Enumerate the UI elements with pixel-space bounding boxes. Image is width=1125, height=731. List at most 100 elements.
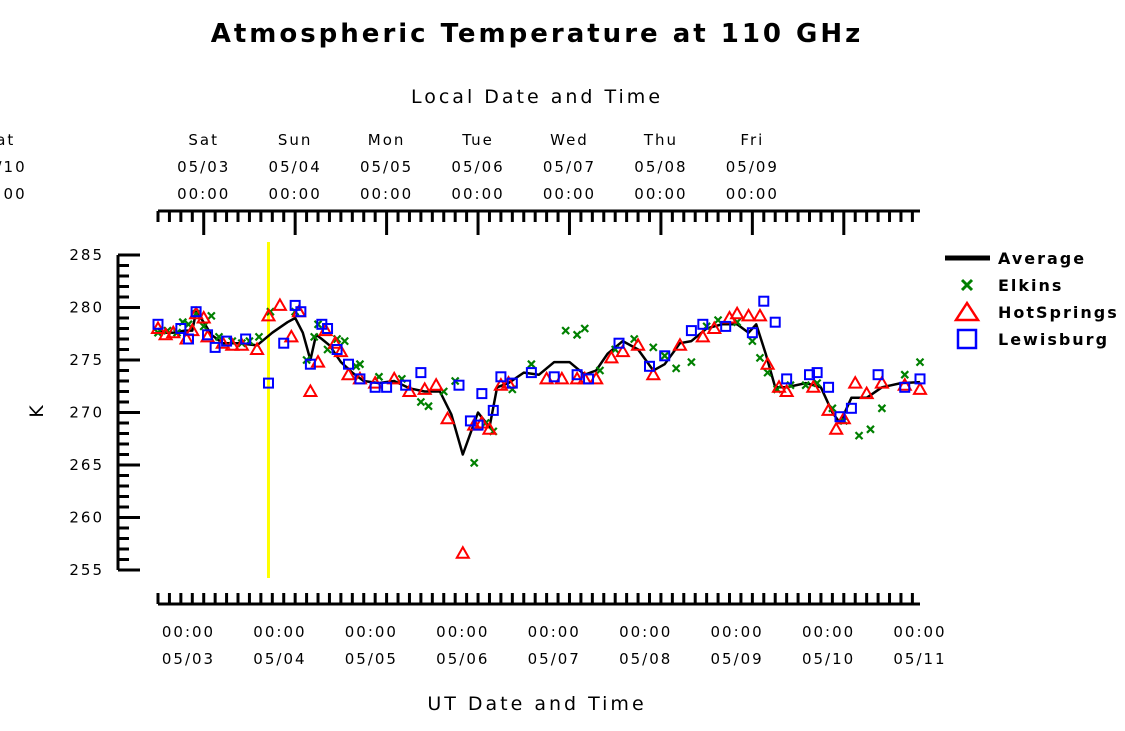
hotsprings-point bbox=[199, 328, 216, 343]
lewisburg-point bbox=[845, 402, 857, 414]
bottom-tick-time-label: 00:00 bbox=[893, 623, 946, 641]
bottom-axis-ticks: 00:00 05/03 00:00 05/04 00:00 05/05 00:00 05/06… bbox=[156, 593, 946, 668]
hotsprings-point bbox=[771, 379, 787, 393]
legend-label: Lewisburg bbox=[998, 330, 1109, 349]
marker-stroke bbox=[629, 334, 639, 344]
marker-stroke bbox=[439, 387, 449, 396]
elkins-point bbox=[748, 336, 757, 346]
hotsprings-point bbox=[603, 349, 620, 364]
lewisburg-point bbox=[914, 373, 926, 385]
marker-stroke bbox=[748, 336, 757, 346]
lewisburg-point bbox=[506, 377, 518, 389]
marker-stroke bbox=[660, 351, 670, 361]
lewisburg-point bbox=[240, 333, 252, 345]
marker-stroke bbox=[572, 330, 582, 340]
marker-stroke bbox=[207, 311, 216, 321]
lewisburg-point bbox=[400, 379, 412, 391]
top-tick-day-label: Tue bbox=[461, 131, 494, 149]
lewisburg-point bbox=[369, 381, 381, 393]
top-tick-date-label: 05/10 bbox=[0, 158, 27, 176]
hotsprings-point bbox=[672, 337, 688, 351]
top-tick-time-label: 00:00 bbox=[451, 185, 504, 203]
marker-stroke bbox=[960, 278, 974, 292]
hotsprings-point bbox=[340, 366, 357, 381]
lewisburg-point bbox=[322, 323, 334, 334]
x-axis-title: UT Date and Time bbox=[427, 693, 646, 715]
bottom-tick-time-label: 00:00 bbox=[345, 623, 398, 641]
marker-stroke bbox=[214, 332, 224, 342]
marker-stroke bbox=[687, 357, 696, 367]
bottom-tick-time-label: 00:00 bbox=[711, 623, 764, 641]
legend-label: HotSprings bbox=[998, 303, 1119, 322]
top-tick-time-label: 00:00 bbox=[177, 185, 230, 203]
top-axis-ticks: Sat 05/03 00:00 Sun 05/04 00:00 Mon 05/05 00:00 T… bbox=[0, 131, 914, 235]
elkins-point bbox=[527, 359, 536, 369]
elkins-point bbox=[469, 458, 479, 468]
lewisburg-point bbox=[720, 320, 732, 332]
hotsprings-point bbox=[401, 383, 418, 397]
bottom-tick-time-label: 00:00 bbox=[802, 623, 855, 641]
lewisburg-point bbox=[415, 367, 427, 379]
y-tick-label: 255 bbox=[69, 561, 104, 579]
hotsprings-point bbox=[706, 320, 722, 334]
bottom-tick-date-label: 05/08 bbox=[619, 650, 672, 668]
lewisburg-point bbox=[872, 369, 884, 381]
elkins-point bbox=[572, 330, 582, 340]
y-tick-label: 285 bbox=[69, 246, 104, 264]
lewisburg-point bbox=[685, 325, 697, 337]
bottom-tick-date-label: 05/04 bbox=[253, 650, 306, 668]
top-tick-day-label: Sat bbox=[0, 131, 15, 149]
elkins-point bbox=[854, 431, 864, 440]
hotsprings-point bbox=[897, 377, 913, 391]
lewisburg-point bbox=[781, 373, 793, 385]
hotsprings-point bbox=[455, 545, 471, 559]
elkins-point bbox=[687, 357, 696, 367]
marker-stroke bbox=[755, 353, 765, 363]
hotsprings-point bbox=[283, 328, 300, 343]
legend-swatch-square bbox=[956, 328, 978, 350]
marker-stroke bbox=[866, 425, 875, 434]
legend: Average Elkins HotSprings Lewisburg bbox=[945, 249, 1119, 350]
marker-stroke bbox=[763, 368, 772, 377]
top-tick-date-label: 05/04 bbox=[269, 158, 322, 176]
hotsprings-point bbox=[195, 309, 212, 324]
top-tick-time-label: 00:00 bbox=[0, 185, 27, 203]
lewisburg-point bbox=[758, 295, 770, 307]
bottom-tick-date-label: 05/07 bbox=[528, 650, 581, 668]
lewisburg-point bbox=[262, 377, 274, 389]
elkins-point bbox=[595, 366, 605, 375]
top-tick-time-label: 00:00 bbox=[360, 185, 413, 203]
hotsprings-point bbox=[188, 305, 204, 320]
hotsprings-point bbox=[234, 337, 250, 351]
hotsprings-point bbox=[615, 343, 631, 358]
lewisburg-point bbox=[175, 323, 187, 334]
elkins-point bbox=[355, 359, 365, 369]
lewisburg-point bbox=[834, 411, 846, 423]
y-tick-label: 275 bbox=[69, 351, 104, 369]
lewisburg-point bbox=[548, 371, 560, 383]
elkins-point bbox=[866, 425, 875, 434]
hotsprings-point bbox=[327, 335, 343, 349]
hotsprings-point bbox=[778, 383, 795, 397]
bottom-tick-date-label: 05/11 bbox=[893, 650, 946, 668]
top-tick-date-label: 05/07 bbox=[543, 158, 596, 176]
legend-swatch-x bbox=[960, 278, 974, 292]
bottom-tick-date-label: 05/10 bbox=[802, 650, 855, 668]
hotsprings-point bbox=[805, 379, 822, 393]
bottom-tick-time-label: 00:00 bbox=[162, 623, 215, 641]
hotsprings-point bbox=[272, 297, 288, 311]
series-lewisburg bbox=[152, 295, 926, 431]
axes bbox=[116, 209, 920, 606]
y-tick-label: 265 bbox=[69, 456, 104, 474]
hotsprings-point bbox=[645, 366, 662, 381]
elkins-point bbox=[877, 404, 887, 413]
bottom-tick-time-label: 00:00 bbox=[619, 623, 672, 641]
lewisburg-point bbox=[331, 344, 343, 355]
elkins-point bbox=[671, 364, 681, 373]
marker-stroke bbox=[199, 322, 208, 331]
lewisburg-point bbox=[209, 341, 221, 353]
hotsprings-point bbox=[752, 307, 768, 322]
lewisburg-point bbox=[659, 350, 671, 362]
hotsprings-point bbox=[874, 375, 890, 389]
